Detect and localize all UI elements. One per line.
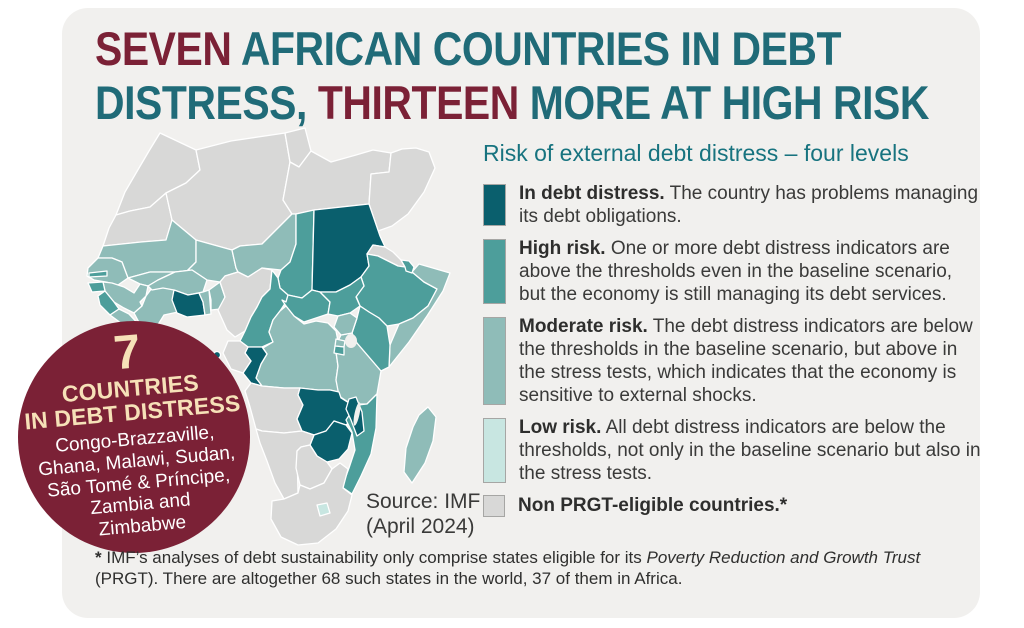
swatch-non-prgt <box>483 495 505 517</box>
country-togo <box>198 289 212 316</box>
legend-item-text: In debt distress. The country has proble… <box>519 183 979 227</box>
country-cameroon <box>239 269 289 348</box>
lake-malawi <box>353 402 361 426</box>
country-burundi <box>333 345 345 356</box>
country-south-sudan <box>319 276 365 317</box>
country-central-african-republic <box>281 289 331 323</box>
country-guinea <box>102 281 149 314</box>
country-madagascar <box>403 406 437 484</box>
legend-item-text: Moderate risk. The debt distress indicat… <box>519 316 973 406</box>
swatch-high-risk <box>483 239 506 304</box>
title-line1-rest: AFRICAN COUNTRIES IN DEBT <box>231 22 842 75</box>
legend-item-low-risk: Low risk. All debt distress indicators a… <box>483 416 983 485</box>
title-line2-rest: MORE AT HIGH RISK <box>518 76 930 129</box>
country-uganda <box>333 312 358 336</box>
footnote-text-post: (PRGT). There are altogether 68 such sta… <box>95 569 683 588</box>
lake-victoria <box>345 334 357 348</box>
title-line2-start: DISTRESS, <box>95 76 318 129</box>
legend-item-text: Low risk. All debt distress indicators a… <box>519 417 981 484</box>
source-line1: Source: IMF <box>366 490 481 513</box>
country-lesotho <box>316 502 331 517</box>
legend-item-text: High risk. One or more debt distress ind… <box>519 238 953 305</box>
swatch-moderate-risk <box>483 317 506 405</box>
legend-item-moderate-risk: Moderate risk. The debt distress indicat… <box>483 315 983 407</box>
title-word-thirteen: THIRTEEN <box>317 76 519 129</box>
country-gabon <box>222 340 252 374</box>
legend-item-non-prgt: Non PRGT-eligible countries.* <box>483 494 983 517</box>
legend-item-in-debt-distress: In debt distress. The country has proble… <box>483 182 983 228</box>
country-guinea-bissau <box>87 281 106 293</box>
badge-country-list: Congo-Brazzaville, Ghana, Malawi, Sudan,… <box>26 420 251 547</box>
title-word-seven: SEVEN <box>95 22 232 75</box>
debt-distress-badge: 7 COUNTRIES IN DEBT DISTRESS Congo-Brazz… <box>18 321 250 553</box>
legend-header: Risk of external debt distress – four le… <box>483 140 909 166</box>
footnote-text-italic: Poverty Reduction and Growth Trust <box>646 548 921 567</box>
badge-content: 7 COUNTRIES IN DEBT DISTRESS Congo-Brazz… <box>17 321 251 547</box>
country-gambia <box>88 270 108 278</box>
swatch-in-debt-distress <box>483 184 506 226</box>
page-title: SEVEN AFRICAN COUNTRIES IN DEBT DISTRESS… <box>95 22 974 130</box>
legend-item-high-risk: High risk. One or more debt distress ind… <box>483 237 983 306</box>
footnote-asterisk: * <box>95 548 102 567</box>
legend-item-text: Non PRGT-eligible countries.* <box>518 495 788 516</box>
footnote-text-pre: IMF’s analyses of debt sustainability on… <box>101 548 647 567</box>
swatch-low-risk <box>483 418 506 483</box>
source-note: Source: IMF (April 2024) <box>366 489 480 539</box>
source-line2: (April 2024) <box>366 515 475 538</box>
country-south-africa <box>270 462 353 546</box>
country-angola <box>244 382 304 434</box>
risk-legend: Risk of external debt distress – four le… <box>483 140 983 526</box>
footnote: * IMF’s analyses of debt sustainability … <box>95 547 970 589</box>
country-djibouti <box>400 259 415 274</box>
